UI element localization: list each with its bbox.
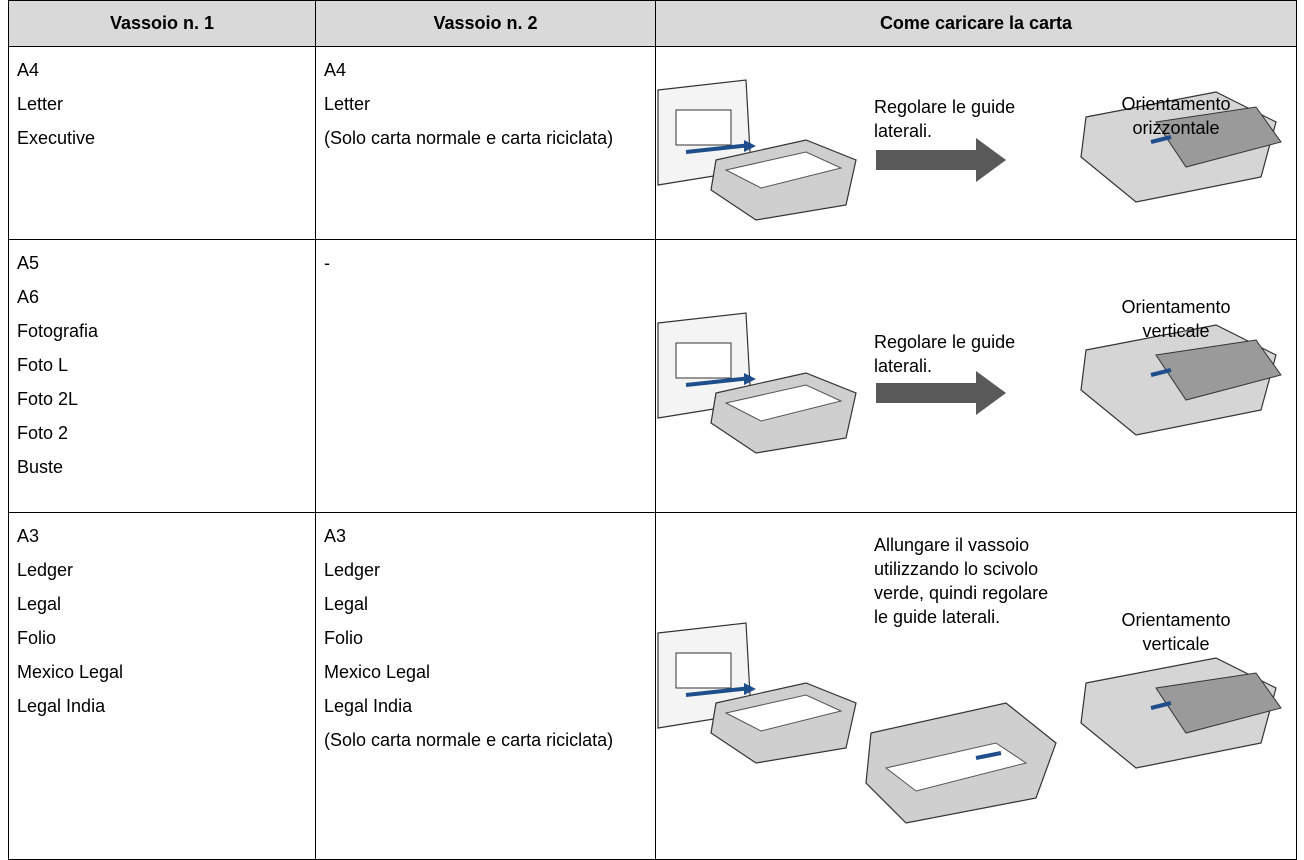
howto-box: Regolare le guide laterali. Orientamento … [656,240,1296,506]
howto-cell: Regolare le guide laterali. Orientamento … [655,46,1297,240]
illustration [657,312,1282,454]
table-body: A4 Letter Executive A4 Letter (Solo carta nor… [8,46,1297,860]
paper-size: Legal [324,594,369,614]
paper-size: Legal India [17,696,106,716]
paper-size: Legal [17,594,62,614]
paper-size: A6 [17,287,40,307]
illustration [657,622,1282,824]
paper-size: Legal India [324,696,413,716]
table-row: A5 A6 Fotografia Foto L Foto 2L Foto 2 Buste - … [8,239,1297,513]
instruction: Regolare le guide laterali. [874,332,1016,376]
paper-size: Ledger [324,560,381,580]
page: Vassoio n. 1 Vassoio n. 2 Come caricare … [8,0,1297,860]
instruction: Regolare le guide laterali. [874,97,1016,141]
paper-size: A3 [17,526,40,546]
orientation: Orientamento verticale [1121,610,1231,654]
howto-box: Regolare le guide laterali. Orientamento … [656,47,1296,233]
orientation: Orientamento verticale [1121,297,1231,341]
paper-size: Letter [324,94,371,114]
howto-box: Allungare il vassoio utilizzando lo sciv… [656,513,1296,853]
instruction: Allungare il vassoio utilizzando lo sciv… [874,535,1049,627]
illustration [657,79,1282,221]
paper-size: Foto 2L [17,389,79,409]
paper-size: (Solo carta normale e carta riciclata) [324,730,614,750]
paper-size: Fotografia [17,321,99,341]
paper-size: Buste [17,457,64,477]
paper-size: A5 [17,253,40,273]
paper-size: (Solo carta normale e carta riciclata) [324,128,614,148]
tray-cell: A3 Ledger Legal Folio Mexico Legal Legal Indi… [315,512,656,860]
tray-cell: - [315,239,656,513]
paper-size: Letter [17,94,64,114]
tray-cell: A4 Letter Executive [8,46,316,240]
paper-size: Ledger [17,560,74,580]
paper-size: A3 [324,526,347,546]
paper-size: Mexico Legal [324,662,431,682]
table-row: A3 Ledger Legal Folio Mexico Legal Legal Indi… [8,512,1297,860]
paper-size: Folio [17,628,57,648]
header-cell: Vassoio n. 1 [8,0,316,47]
paper-size: Executive [17,128,96,148]
paper-size: A4 [17,60,40,80]
paper-table: Vassoio n. 1 Vassoio n. 2 Come caricare … [8,0,1297,860]
tray-cell: A5 A6 Fotografia Foto L Foto 2L Foto 2 Buste [8,239,316,513]
paper-size: Mexico Legal [17,662,124,682]
howto-cell: Allungare il vassoio utilizzando lo sciv… [655,512,1297,860]
howto-cell: Regolare le guide laterali. Orientamento … [655,239,1297,513]
tray-cell: A4 Letter (Solo carta normale e carta rici… [315,46,656,240]
header-row: Vassoio n. 1 Vassoio n. 2 Come caricare … [8,0,1297,47]
paper-size: A4 [324,60,347,80]
paper-size: Foto 2 [17,423,69,443]
header-cell: Come caricare la carta [655,0,1297,47]
table-row: A4 Letter Executive A4 Letter (Solo carta nor… [8,46,1297,240]
paper-size: - [324,253,330,273]
tray-cell: A3 Ledger Legal Folio Mexico Legal Legal Indi… [8,512,316,860]
paper-size: Folio [324,628,364,648]
header-cell: Vassoio n. 2 [315,0,656,47]
paper-size: Foto L [17,355,69,375]
orientation: Orientamento orizzontale [1121,94,1231,138]
